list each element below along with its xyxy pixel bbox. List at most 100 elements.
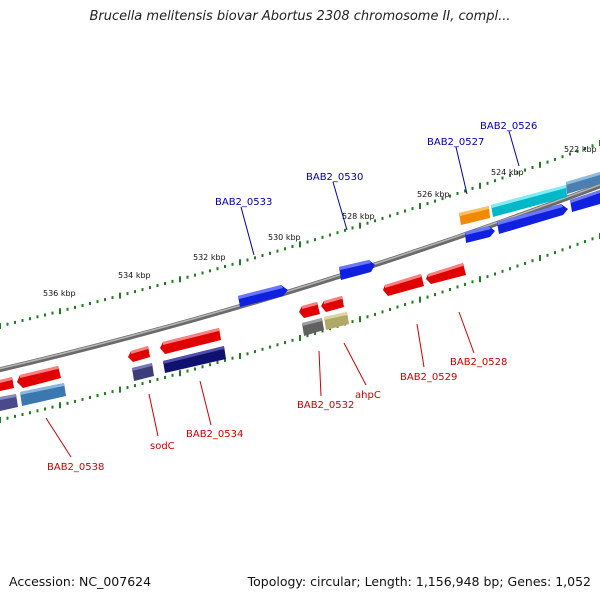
minor-tick [486,181,489,185]
minor-tick [29,411,31,415]
minor-tick [111,390,114,394]
minor-tick [269,251,271,255]
gene-label-BAB2_0528[interactable]: BAB2_0528 [450,357,507,368]
minor-tick [216,361,219,364]
major-tick [59,402,61,409]
minor-tick [284,247,286,251]
major-tick [299,335,301,341]
minor-tick [156,377,159,381]
minor-tick [554,251,556,255]
minor-tick [381,216,384,220]
minor-tick [134,290,136,294]
gene-arrow-BAB2_0530[interactable] [339,260,375,280]
gene-arrow-BAB2_0526[interactable] [497,204,568,234]
minor-tick [494,272,496,276]
accession-text: Accession: NC_007624 [9,574,152,589]
minor-tick [516,264,519,268]
minor-tick [156,284,159,287]
gene-label-BAB2_0527[interactable]: BAB2_0527 [427,137,484,148]
minor-tick [501,176,504,180]
tick-label-534: 534 kbp [118,271,151,280]
major-tick [59,308,61,315]
gene-arrow-BAB2_0533[interactable] [238,285,288,307]
gene-block-cyan[interactable] [491,185,567,217]
minor-tick [284,341,286,345]
upper-tick-track [0,140,600,329]
minor-tick [164,375,166,379]
minor-tick [351,226,354,230]
gene-block-BAB2_0534-alt[interactable] [163,346,226,373]
gene-arrow-ahpC[interactable] [321,296,344,312]
minor-tick [276,343,279,347]
gene-block-steelblue[interactable] [566,172,600,194]
gene-label-sodC[interactable]: sodC [150,441,175,452]
minor-tick [201,365,204,369]
tick-label-530: 530 kbp [268,233,301,242]
minor-tick [261,347,264,351]
minor-tick [6,322,9,326]
map-title: Brucella melitensis biovar Abortus 2308 … [89,9,511,24]
minor-tick [51,405,54,409]
gene-label-BAB2_0532[interactable]: BAB2_0532 [297,400,354,411]
gene-arrow-BAB2_0527[interactable] [465,226,495,243]
minor-tick [449,194,451,198]
gene-arrow-BAB2_0538[interactable] [17,366,61,388]
major-tick [539,255,541,261]
minor-tick [246,258,249,262]
tick-label-524: 524 kbp [491,168,524,177]
gene-block-orange[interactable] [459,206,490,225]
gene-arrow-BAB2_0534[interactable] [160,328,221,354]
minor-tick [456,285,459,289]
gene-label-BAB2_0526[interactable]: BAB2_0526 [480,121,537,132]
gene-arrow-BAB2_0532[interactable] [299,302,320,318]
gene-label-BAB2_0538[interactable]: BAB2_0538 [47,462,104,473]
minor-tick [531,166,534,169]
minor-tick [329,233,331,237]
gene-label-BAB2_0530[interactable]: BAB2_0530 [306,172,363,183]
minor-tick [104,392,106,396]
minor-tick [194,273,196,277]
major-tick [359,222,361,229]
gene-arrow-right-edge[interactable] [570,190,600,212]
gene-arrow-BAB2_0528[interactable] [426,263,466,284]
minor-tick [134,384,136,388]
minor-tick [321,235,324,239]
minor-tick [464,282,466,286]
gene-block-sodC-alt[interactable] [132,363,154,381]
gene-arrow-left-edge[interactable] [0,377,14,391]
minor-tick [591,237,594,241]
tick-label-536: 536 kbp [43,289,76,298]
minor-tick [111,296,114,300]
minor-tick [441,197,444,201]
minor-tick [194,367,196,371]
minor-tick [501,269,504,273]
gene-block-BAB2_0538-alt[interactable] [20,383,66,406]
minor-tick [44,407,46,411]
minor-tick [569,245,571,249]
gene-block-left-edge[interactable] [0,394,18,411]
gene-label-BAB2_0529[interactable]: BAB2_0529 [400,372,457,383]
gene-arrow-BAB2_0529[interactable] [383,274,424,296]
gene-label-BAB2_0533[interactable]: BAB2_0533 [215,197,272,208]
gene-block-ahpC-alt[interactable] [324,312,349,330]
minor-tick [404,303,406,307]
minor-tick [66,401,69,405]
minor-tick [374,219,376,223]
minor-tick [306,334,309,338]
gene-label-ahpC[interactable]: ahpC [355,390,381,401]
major-tick [119,386,121,393]
minor-tick [36,409,39,413]
gene-label-BAB2_0534[interactable]: BAB2_0534 [186,429,243,440]
gene-block-BAB2_0532-alt[interactable] [302,318,324,336]
minor-tick [434,199,436,203]
minor-tick [584,240,586,244]
minor-tick [381,310,384,314]
minor-tick [524,168,526,172]
minor-tick [254,256,256,260]
minor-tick [464,189,466,193]
gene-arrow-sodC[interactable] [128,346,150,362]
minor-tick [584,147,586,150]
major-tick [419,203,421,210]
minor-tick [51,311,54,315]
minor-tick [209,269,211,273]
